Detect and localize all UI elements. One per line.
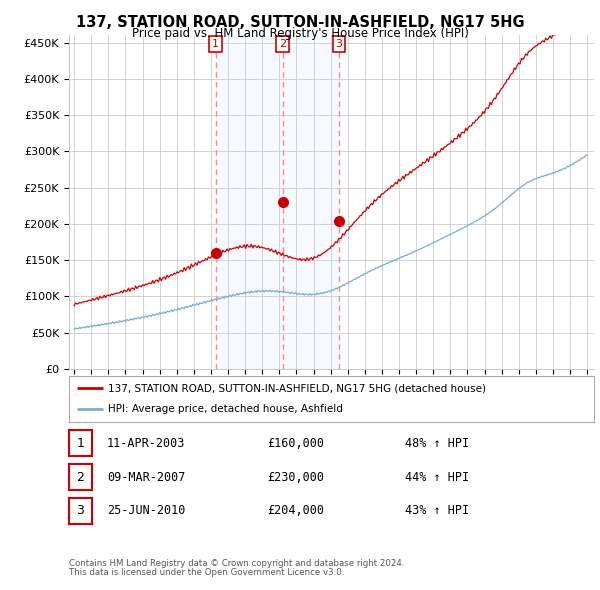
Text: 11-APR-2003: 11-APR-2003 bbox=[107, 437, 185, 450]
Text: 1: 1 bbox=[212, 39, 219, 49]
Text: HPI: Average price, detached house, Ashfield: HPI: Average price, detached house, Ashf… bbox=[109, 404, 343, 414]
Text: 2: 2 bbox=[279, 39, 286, 49]
Text: 3: 3 bbox=[76, 504, 85, 517]
Text: 43% ↑ HPI: 43% ↑ HPI bbox=[405, 504, 469, 517]
Text: 2: 2 bbox=[76, 470, 85, 484]
Text: 09-MAR-2007: 09-MAR-2007 bbox=[107, 470, 185, 484]
Text: £160,000: £160,000 bbox=[267, 437, 324, 450]
Text: 48% ↑ HPI: 48% ↑ HPI bbox=[405, 437, 469, 450]
Text: Contains HM Land Registry data © Crown copyright and database right 2024.: Contains HM Land Registry data © Crown c… bbox=[69, 559, 404, 568]
Text: 3: 3 bbox=[335, 39, 343, 49]
Text: £230,000: £230,000 bbox=[267, 470, 324, 484]
Text: 137, STATION ROAD, SUTTON-IN-ASHFIELD, NG17 5HG (detached house): 137, STATION ROAD, SUTTON-IN-ASHFIELD, N… bbox=[109, 384, 487, 394]
Text: 25-JUN-2010: 25-JUN-2010 bbox=[107, 504, 185, 517]
Text: This data is licensed under the Open Government Licence v3.0.: This data is licensed under the Open Gov… bbox=[69, 568, 344, 577]
Text: 137, STATION ROAD, SUTTON-IN-ASHFIELD, NG17 5HG: 137, STATION ROAD, SUTTON-IN-ASHFIELD, N… bbox=[76, 15, 524, 30]
Text: 1: 1 bbox=[76, 437, 85, 450]
Text: £204,000: £204,000 bbox=[267, 504, 324, 517]
Text: Price paid vs. HM Land Registry's House Price Index (HPI): Price paid vs. HM Land Registry's House … bbox=[131, 27, 469, 40]
Bar bbox=[216, 35, 339, 369]
Text: 44% ↑ HPI: 44% ↑ HPI bbox=[405, 470, 469, 484]
